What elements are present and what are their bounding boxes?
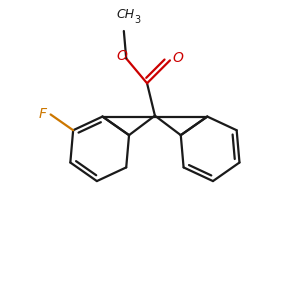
Text: CH: CH <box>117 8 135 21</box>
Text: F: F <box>39 107 47 122</box>
Text: O: O <box>117 50 128 64</box>
Text: O: O <box>172 51 183 65</box>
Text: 3: 3 <box>134 15 141 25</box>
